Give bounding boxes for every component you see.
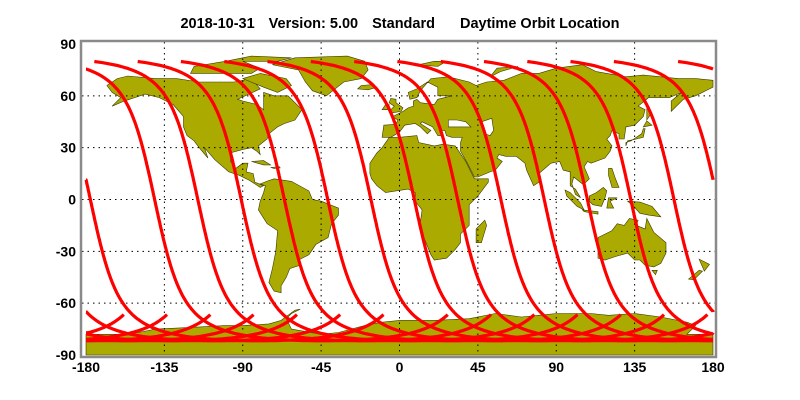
- land-tasmania: [651, 269, 658, 276]
- orbit-track-12: [85, 313, 298, 343]
- orbit-track-10: [440, 59, 714, 343]
- y-tick-label: -30: [56, 243, 76, 259]
- x-tick-label: 45: [470, 359, 486, 375]
- title-mode: Standard: [372, 16, 435, 32]
- title-version: Version: 5.00: [268, 16, 359, 32]
- black-sea: [447, 119, 472, 128]
- land-sulawesi: [606, 197, 618, 209]
- y-tick-label: -90: [56, 347, 76, 363]
- land-sumatra: [564, 189, 585, 211]
- orbit-track-1: [84, 67, 449, 343]
- y-tick-label: 0: [68, 192, 76, 208]
- orbit-track-4: [180, 59, 579, 343]
- land-novaya-zemlya: [489, 66, 518, 78]
- orbit-track-9: [397, 59, 714, 343]
- orbit-track-13: [84, 310, 342, 343]
- orbit-track-2: [94, 59, 493, 343]
- land-south-america: [258, 178, 339, 294]
- x-tick-label: -90: [233, 359, 253, 375]
- x-tick-label: 90: [548, 359, 564, 375]
- land-australia: [597, 217, 667, 268]
- plot-frame: [79, 39, 718, 359]
- x-tick-label: 0: [396, 359, 404, 375]
- y-tick-label: 60: [60, 88, 76, 104]
- y-tick-label: 30: [60, 140, 76, 156]
- land-new-zealand-north: [698, 258, 710, 272]
- orbit-track-11: [483, 59, 714, 342]
- orbit-track-6: [267, 59, 666, 343]
- land-japan: [625, 128, 646, 146]
- chart-title: 2018-10-31 Version: 5.00 Standard Daytime O…: [0, 16, 800, 32]
- x-tick-label: -135: [150, 359, 178, 375]
- orbit-tracks: [84, 59, 715, 343]
- x-tick-label: 180: [701, 359, 725, 375]
- x-tick-label: -180: [72, 359, 100, 375]
- land-cuba: [251, 160, 272, 166]
- land-north-america: [106, 75, 303, 188]
- orbit-track-1: [677, 59, 714, 71]
- y-axis-ticks: 90 60 30 0 -30 -60 -90: [56, 36, 76, 363]
- orbit-track-12: [527, 59, 714, 336]
- land-new-guinea: [626, 200, 662, 218]
- orbit-track-5: [224, 59, 622, 343]
- x-tick-label: 135: [623, 359, 647, 375]
- orbit-track-13: [570, 59, 715, 313]
- y-tick-label: -60: [56, 295, 76, 311]
- land-hokkaido: [642, 120, 653, 128]
- orbit-track-8: [86, 313, 125, 335]
- land-eurasia: [381, 64, 714, 199]
- orbit-track-14: [613, 59, 715, 181]
- orbit-track-3: [137, 59, 536, 343]
- title-product: Daytime Orbit Location: [459, 16, 620, 32]
- x-axis-ticks: -180 -135 -90 -45 0 45 90 135 180: [72, 359, 725, 375]
- orbit-track-14: [84, 178, 385, 343]
- orbit-track-8: [353, 59, 715, 343]
- orbit-track-7: [310, 59, 709, 343]
- landmasses: [85, 55, 714, 356]
- title-date: 2018-10-31: [180, 16, 255, 32]
- y-tick-label: 90: [60, 36, 76, 52]
- land-philippines: [608, 168, 620, 188]
- land-borneo: [588, 187, 608, 207]
- x-tick-label: -45: [311, 359, 331, 375]
- land-madagascar: [475, 219, 487, 243]
